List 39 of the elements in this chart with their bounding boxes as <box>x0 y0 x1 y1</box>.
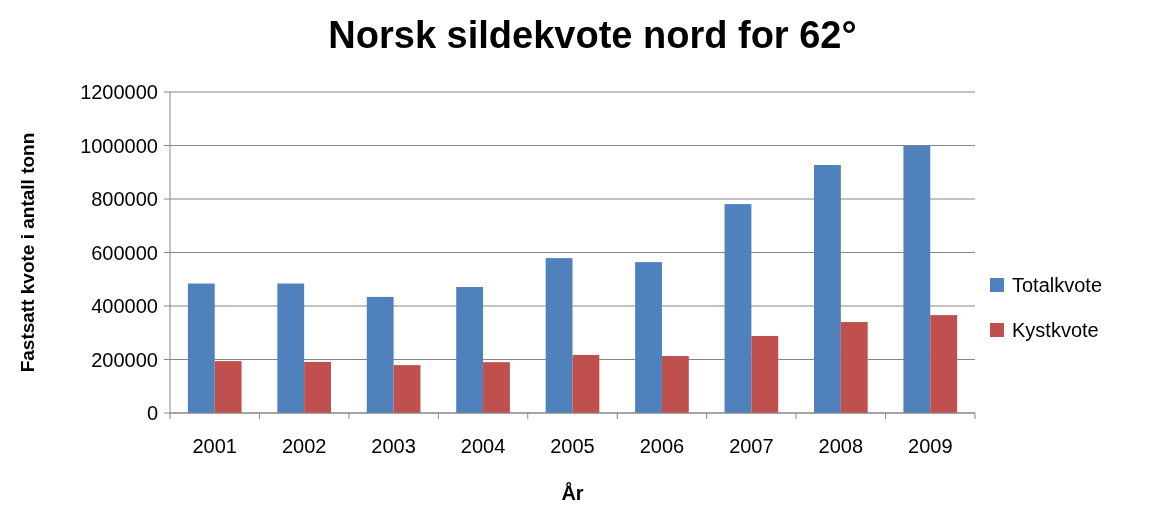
bar <box>545 258 573 413</box>
y-tick-label: 1000000 <box>80 134 158 157</box>
bar <box>840 322 868 413</box>
bar <box>903 145 931 413</box>
bar <box>661 356 689 413</box>
bar <box>393 365 421 413</box>
y-axis-title: Fastsatt kvote i antall tonn <box>17 132 38 373</box>
x-tick-label: 2006 <box>639 435 685 457</box>
bar <box>483 362 510 413</box>
y-tick-label: 800000 <box>91 188 158 210</box>
bar <box>187 283 215 413</box>
x-tick-label: 2008 <box>818 435 864 457</box>
bar <box>366 296 394 413</box>
y-tick-label: 1200000 <box>80 81 158 103</box>
legend-label: Kystkvote <box>1012 319 1099 341</box>
chart-title: Norsk sildekvote nord for 62° <box>328 14 857 56</box>
bar <box>304 361 331 413</box>
y-tick-label: 400000 <box>91 295 158 317</box>
y-tick-label: 0 <box>146 402 158 424</box>
bar <box>930 315 958 413</box>
x-tick-label: 2005 <box>550 435 595 457</box>
y-tick-label: 600000 <box>91 241 158 264</box>
x-tick-label: 2009 <box>908 435 953 457</box>
bar <box>724 204 752 413</box>
bar <box>814 165 841 413</box>
x-axis-title: År <box>561 481 584 504</box>
legend-label: Totalkvote <box>1012 274 1103 296</box>
x-tick-label: 2004 <box>460 435 506 457</box>
y-tick-label: 200000 <box>91 348 158 371</box>
bar <box>456 287 484 413</box>
x-tick-label: 2002 <box>281 435 327 457</box>
bar <box>635 262 662 413</box>
x-tick-label: 2007 <box>729 435 774 457</box>
x-tick-label: 2001 <box>192 435 237 457</box>
bar <box>751 335 779 413</box>
x-tick-label: 2003 <box>371 435 416 457</box>
bar <box>277 283 305 413</box>
bar <box>572 354 600 413</box>
bar <box>214 361 242 413</box>
